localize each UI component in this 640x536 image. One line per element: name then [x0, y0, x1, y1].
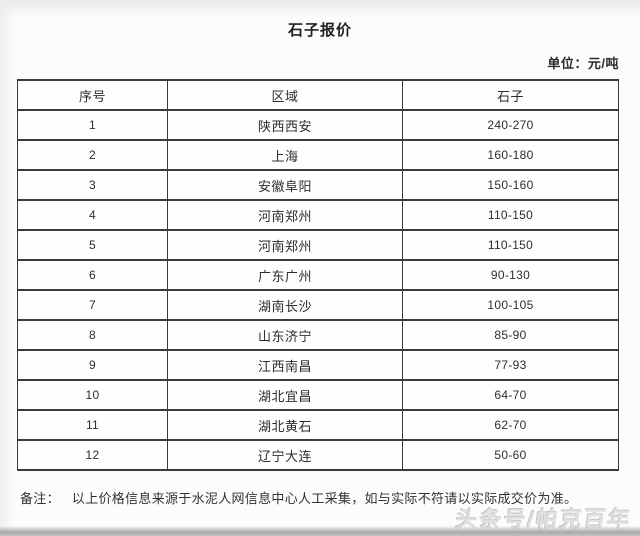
cell-stone-price: 150-160	[402, 169, 619, 201]
cell-stone-price: 110-150	[402, 229, 619, 261]
cell-serial-number: 3	[17, 169, 168, 201]
table-row: 1 陕西西安 240-270	[17, 109, 619, 141]
cell-stone-price: 110-150	[402, 199, 619, 231]
remark-text: 以上价格信息来源于水泥人网信息中心人工采集，如与实际不符请以实际成交价为准。	[71, 491, 578, 506]
quote-table-body: 1 陕西西安 240-270 2 上海 160-180 3 安徽阜阳 150-160 4 河南郑州 1…	[17, 109, 619, 471]
cell-region: 湖北黄石	[167, 409, 403, 441]
table-row: 8 山东济宁 85-90	[17, 319, 619, 351]
cell-serial-number: 6	[17, 259, 168, 291]
cell-stone-price: 85-90	[402, 319, 619, 351]
left-shading	[0, 0, 14, 536]
unit-note: 单位：元/吨	[547, 56, 619, 71]
table-row: 2 上海 160-180	[17, 139, 619, 171]
header-region: 区域	[167, 79, 403, 111]
cell-serial-number: 11	[17, 409, 168, 441]
table-row: 10 湖北宜昌 64-70	[17, 379, 619, 411]
cell-serial-number: 4	[17, 199, 168, 231]
cell-serial-number: 12	[17, 439, 168, 471]
cell-stone-price: 100-105	[402, 289, 619, 321]
page-title: 石子报价	[287, 22, 352, 39]
cell-region: 江西南昌	[167, 349, 403, 381]
remark-label: 备注：	[20, 491, 60, 506]
cell-stone-price: 160-180	[402, 139, 619, 171]
cell-serial-number: 10	[17, 379, 168, 411]
cell-stone-price: 50-60	[402, 439, 619, 471]
cell-serial-number: 7	[17, 289, 168, 321]
cell-region: 河南郑州	[167, 199, 403, 231]
cell-region: 广东广州	[167, 259, 403, 291]
table-row: 11 湖北黄石 62-70	[17, 409, 619, 441]
cell-stone-price: 62-70	[402, 409, 619, 441]
table-row: 6 广东广州 90-130	[17, 259, 619, 291]
cell-region: 陕西西安	[167, 109, 403, 141]
cell-region: 辽宁大连	[167, 439, 403, 471]
table-row: 5 河南郑州 110-150	[17, 229, 619, 261]
table-row: 3 安徽阜阳 150-160	[17, 169, 619, 201]
table-row: 4 河南郑州 110-150	[17, 199, 619, 231]
watermark-text: 头条号/帕克百年	[453, 507, 634, 532]
cell-region: 上海	[167, 139, 403, 171]
top-shading	[0, 0, 640, 18]
table-row: 9 江西南昌 77-93	[17, 349, 619, 381]
cell-serial-number: 8	[17, 319, 168, 351]
table-row: 7 湖南长沙 100-105	[17, 289, 619, 321]
cell-serial-number: 9	[17, 349, 168, 381]
remark-line: 备注： 以上价格信息来源于水泥人网信息中心人工采集，如与实际不符请以实际成交价为准…	[20, 488, 577, 507]
cell-region: 安徽阜阳	[167, 169, 403, 201]
header-serial-number: 序号	[17, 79, 168, 111]
cell-region: 湖北宜昌	[167, 379, 403, 411]
stone-price-table: 序号 区域 石子 1 陕西西安 240-270 2 上海 160-180 3 安徽阜阳 150-…	[17, 79, 619, 471]
cell-region: 河南郑州	[167, 229, 403, 261]
cell-stone-price: 64-70	[402, 379, 619, 411]
cell-stone-price: 77-93	[402, 349, 619, 381]
table-row: 12 辽宁大连 50-60	[17, 439, 619, 471]
cell-serial-number: 5	[17, 229, 168, 261]
cell-region: 山东济宁	[167, 319, 403, 351]
cell-stone-price: 240-270	[402, 109, 619, 141]
cell-serial-number: 2	[17, 139, 168, 171]
cell-stone-price: 90-130	[402, 259, 619, 291]
table-header-row: 序号 区域 石子	[17, 79, 619, 111]
cell-serial-number: 1	[17, 109, 168, 141]
cell-region: 湖南长沙	[167, 289, 403, 321]
header-stone: 石子	[402, 79, 619, 111]
